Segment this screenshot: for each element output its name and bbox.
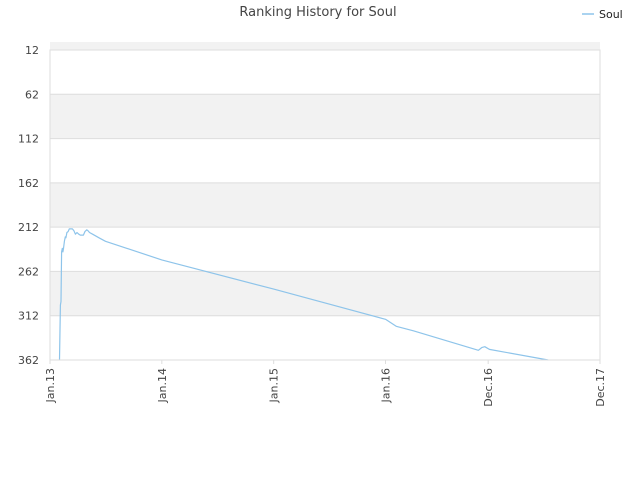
y-tick-label: 362 — [18, 354, 39, 367]
plot-background — [50, 42, 600, 361]
series-layer — [58, 228, 549, 361]
band-top — [50, 42, 600, 50]
x-tick-label: Dec.17 — [594, 368, 607, 407]
grid-band — [50, 182, 600, 228]
y-tick-label: 162 — [18, 177, 39, 190]
y-tick-label: 262 — [18, 265, 39, 278]
y-tick-label: 62 — [25, 88, 39, 101]
plot-frame — [49, 49, 601, 361]
grid-band — [50, 94, 600, 139]
x-tick-label: Dec.16 — [482, 368, 495, 407]
y-tick-label: 12 — [25, 44, 39, 57]
grid-band — [50, 271, 600, 316]
x-tick-label: Jan.15 — [268, 368, 281, 403]
y-tick-label: 212 — [18, 221, 39, 234]
y-tick-label: 312 — [18, 310, 39, 323]
y-axis: 12 62 112 162 212 262 312 362 — [18, 44, 39, 367]
x-tick-label: Jan.16 — [380, 368, 393, 403]
chart-title: Ranking History for Soul — [239, 5, 396, 20]
x-axis: Jan.13 Jan.14 Jan.15 Jan.16 Dec.16 Dec.17 — [44, 360, 607, 407]
x-tick-label: Jan.13 — [44, 368, 57, 403]
y-tick-label: 112 — [18, 133, 39, 146]
series-line-soul — [58, 228, 549, 361]
legend-label-soul: Soul — [599, 8, 623, 21]
x-tick-label: Jan.14 — [156, 368, 169, 403]
legend: Soul — [582, 8, 623, 21]
